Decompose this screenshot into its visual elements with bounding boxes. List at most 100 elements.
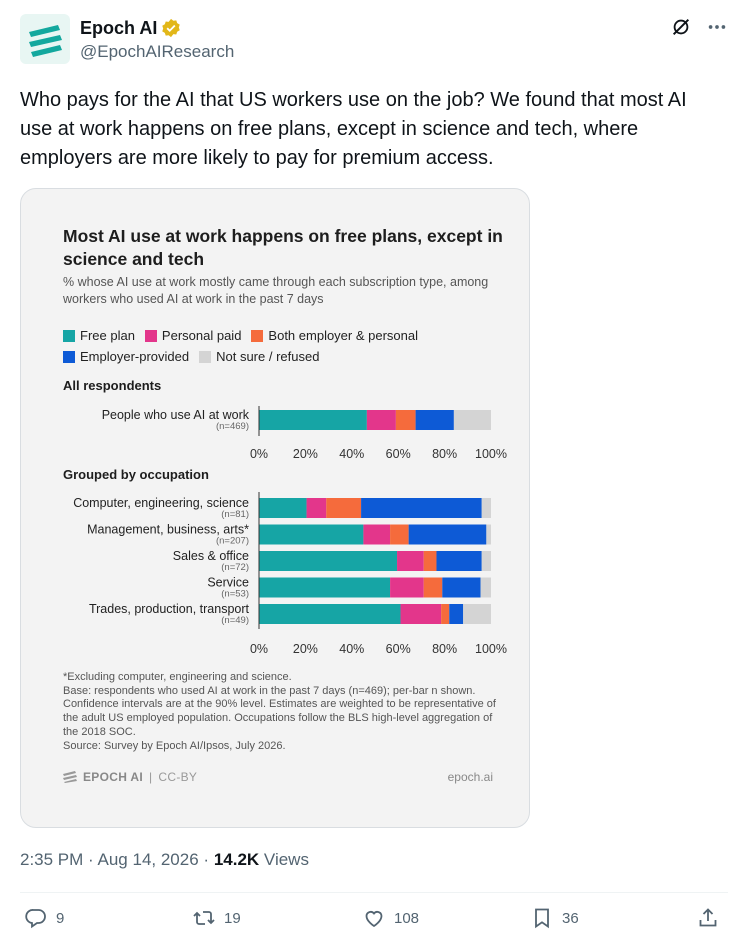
section-label-occupation: Grouped by occupation [63, 467, 209, 482]
legend-swatch [144, 329, 157, 342]
avatar[interactable] [20, 14, 70, 64]
legend-label: Employer-provided [80, 349, 190, 364]
bookmark-icon [535, 908, 549, 929]
grok-icon[interactable] [670, 16, 692, 38]
bar-segment [326, 498, 362, 518]
bar-segment [449, 604, 464, 624]
bar-segment [390, 577, 424, 598]
footnote-line: Source: Survey by Epoch AI/Ipsos, July 2… [63, 739, 286, 752]
bar-segment [423, 551, 437, 571]
bar-segment [390, 524, 409, 545]
tick-label: 20% [293, 642, 318, 656]
divider [20, 892, 728, 893]
bar-segment [400, 604, 442, 624]
reply-icon [25, 909, 46, 929]
like-count: 108 [394, 909, 420, 927]
reply-button[interactable]: 9 [24, 906, 64, 930]
stacked-bar-chart: People who use AI at work(n=469) 0% 20% 40%… [73, 406, 507, 656]
handle[interactable]: @EpochAIResearch [80, 42, 235, 61]
bookmark-button[interactable]: 36 [530, 906, 579, 930]
tick-label: 80% [432, 447, 457, 461]
legend-row: Free plan Personal paid Both employer & … [63, 325, 503, 346]
legend-item: Free plan [63, 325, 135, 346]
bar-label: Service [207, 576, 249, 590]
bar-segment [441, 604, 450, 624]
legend-item: Employer-provided [63, 346, 189, 367]
tick-label: 20% [293, 447, 318, 461]
bar-segment [415, 410, 454, 430]
like-button[interactable]: 108 [362, 906, 419, 930]
tick-label: 0% [250, 642, 268, 656]
footnote-line: *Excluding computer, engineering and sci… [63, 671, 292, 683]
legend-row: Employer-provided Not sure / refused [63, 346, 503, 367]
verified-badge-icon[interactable] [161, 18, 181, 38]
legend-swatch [63, 350, 75, 363]
action-bar: 9 19 108 36 [20, 906, 728, 940]
brand: EPOCH AI | CC-BY [63, 770, 197, 784]
bar-n-label: (n=53) [221, 589, 249, 600]
chart-image-card[interactable]: Most AI use at work happens on free plan… [20, 188, 530, 828]
bar-segment [259, 577, 391, 598]
repost-button[interactable]: 19 [192, 906, 241, 930]
meta-dot: · [88, 850, 94, 869]
bar-label: Computer, engineering, science [73, 496, 249, 510]
bar-label: Management, business, arts* [87, 523, 249, 537]
chart-title: Most AI use at work happens on free plan… [63, 226, 503, 269]
tweet-text: Who pays for the AI that US workers use … [20, 89, 687, 169]
bar-segment [436, 551, 482, 571]
more-icon[interactable] [706, 16, 728, 38]
bar-segment [259, 604, 401, 624]
author-block: Epoch AI @EpochAIResearch [80, 16, 234, 63]
author-name-link[interactable]: Epoch AI [80, 16, 181, 40]
bar-segment [259, 524, 364, 545]
brand-name: EPOCH AI [83, 770, 143, 784]
repost-count: 19 [224, 909, 241, 927]
chart-footnote: *Excluding computer, engineering and sci… [63, 671, 508, 753]
legend-label: Personal paid [161, 328, 242, 343]
bar-n-label: (n=81) [221, 509, 249, 520]
bar-segment [481, 498, 491, 518]
time[interactable]: 2:35 PM [20, 850, 84, 869]
share-button[interactable] [696, 906, 720, 930]
bar-segment [259, 410, 367, 430]
heart-icon [365, 911, 383, 928]
bar-segment [259, 551, 398, 571]
date[interactable]: Aug 14, 2026 [97, 850, 199, 869]
views-count: 14.2K [213, 850, 260, 869]
views-label: Views [263, 850, 309, 869]
tick-label: 100% [475, 642, 507, 656]
bar-segment [397, 551, 424, 571]
bar-segment [366, 410, 396, 430]
tick-label: 0% [250, 447, 268, 461]
bar-segment [395, 410, 416, 430]
bar-label: Sales & office [173, 549, 249, 563]
bar-segment [481, 551, 491, 571]
brand-separator: | [148, 770, 153, 784]
legend-swatch [251, 329, 264, 342]
bar-label: People who use AI at work [102, 408, 250, 422]
bar-n-label: (n=49) [221, 615, 249, 626]
bar-segment [361, 498, 482, 518]
license: CC-BY [158, 770, 198, 784]
tweet-timestamp[interactable]: 2:35 PM · Aug 14, 2026 · 14.2K Views [20, 850, 309, 870]
bar-segment [442, 577, 481, 598]
bar-segment [408, 524, 487, 545]
legend-swatch [199, 350, 212, 363]
bar-n-label: (n=469) [216, 421, 249, 432]
bar-segment [259, 498, 307, 518]
bar-n-label: (n=207) [216, 536, 249, 547]
bar-segment [480, 577, 491, 598]
card-footer: EPOCH AI | CC-BY epoch.ai [63, 770, 493, 786]
legend-label: Both employer & personal [268, 328, 419, 343]
epoch-ai-logo-icon [29, 25, 62, 57]
tick-label: 40% [339, 642, 364, 656]
bar-segment [453, 410, 491, 430]
bar-segment [363, 524, 391, 545]
reply-count: 9 [56, 909, 65, 927]
tweet-header: Epoch AI @EpochAIResearch [20, 14, 728, 70]
tick-label: 60% [386, 447, 411, 461]
legend-label: Not sure / refused [216, 349, 320, 364]
legend-item: Both employer & personal [251, 325, 418, 346]
tick-label: 60% [386, 642, 411, 656]
display-name[interactable]: Epoch AI [80, 18, 158, 38]
